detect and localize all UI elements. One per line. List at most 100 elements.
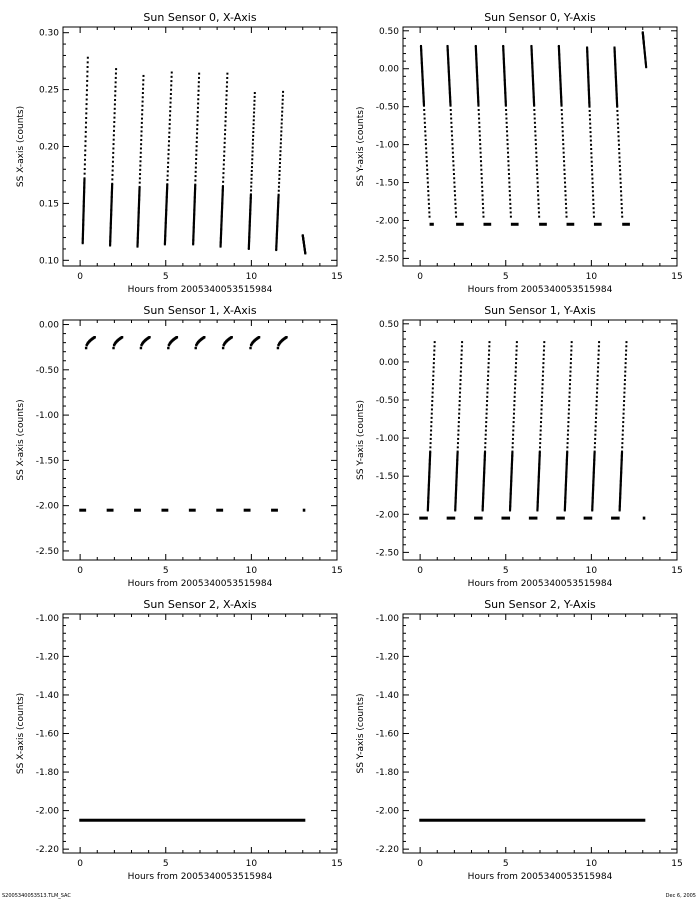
sweep-point <box>114 76 117 79</box>
sweep-point <box>622 404 625 407</box>
sweep-point <box>597 362 600 365</box>
sweep-point <box>508 181 511 184</box>
sweep-point <box>619 181 622 184</box>
sweep-point <box>195 153 198 156</box>
sweep-point <box>139 173 142 176</box>
sweep-point <box>486 383 489 386</box>
floor-trace <box>456 222 464 226</box>
sweep-point <box>167 144 170 147</box>
sweep-point <box>621 429 624 432</box>
data-series <box>419 341 646 520</box>
sweep-point <box>432 357 435 360</box>
sweep-point <box>533 113 536 116</box>
sweep-point <box>452 168 455 171</box>
sweep-point <box>619 177 622 180</box>
sweep-point <box>623 383 626 386</box>
sweep-point <box>479 160 482 163</box>
x-tick-label: 0 <box>77 566 83 576</box>
sweep-dense <box>563 451 569 511</box>
sweep-point <box>140 126 143 129</box>
sweep-point <box>485 404 488 407</box>
sweep-point <box>621 437 624 440</box>
sweep-point <box>535 151 538 154</box>
sweep-point <box>252 123 255 126</box>
sweep-point <box>622 416 625 419</box>
sweep-point <box>84 140 87 143</box>
y-tick-label: -0.50 <box>376 396 400 406</box>
sweep-point <box>226 81 229 84</box>
x-axis-label: Hours from 2005340053515984 <box>128 579 273 589</box>
sweep-point <box>591 169 594 172</box>
sweep-point <box>506 130 509 133</box>
sweep-point <box>568 404 571 407</box>
sweep-point <box>486 400 489 403</box>
sweep-point <box>624 362 627 365</box>
sweep-point <box>595 404 598 407</box>
x-axis-label: Hours from 2005340053515984 <box>128 872 273 882</box>
sweep-point <box>425 147 428 150</box>
sweep-point <box>281 98 284 101</box>
sweep-point <box>113 116 116 119</box>
y-tick-label: -1.60 <box>36 730 60 740</box>
sweep-point <box>515 349 518 352</box>
sweep-point <box>595 400 598 403</box>
y-tick-label: -1.50 <box>376 472 400 482</box>
sweep-point <box>564 198 567 201</box>
data-series <box>79 336 306 512</box>
y-tick-label: -2.50 <box>376 548 400 558</box>
sweep-point <box>141 109 144 112</box>
sweep-point <box>569 374 572 377</box>
sweep-point <box>277 185 280 188</box>
data-series <box>419 31 648 226</box>
y-axis-label: SS Y-axis (counts) <box>356 107 366 187</box>
sweep-point <box>621 215 624 218</box>
sweep-point <box>561 134 564 137</box>
sweep-point <box>563 160 566 163</box>
sweep-point <box>166 174 169 177</box>
sweep-point <box>484 429 487 432</box>
sweep-point <box>112 156 115 159</box>
x-tick-label: 15 <box>331 272 342 282</box>
sweep-point <box>427 194 430 197</box>
y-tick-label: -0.50 <box>36 366 60 376</box>
sweep-point <box>423 121 426 124</box>
sweep-point <box>197 89 200 92</box>
sweep-point <box>505 113 508 116</box>
sweep-point <box>561 117 564 120</box>
sweep-point <box>427 190 430 193</box>
plot-frame <box>402 319 678 561</box>
sweep-point <box>542 353 545 356</box>
sweep-point <box>594 425 597 428</box>
chart-title: Sun Sensor 2, Y-Axis <box>484 598 596 611</box>
sweep-point <box>222 180 225 183</box>
sweep-point <box>513 408 516 411</box>
sweep-point <box>485 421 488 424</box>
x-tick-label: 15 <box>331 566 342 576</box>
sweep-point <box>194 162 197 165</box>
sweep-point <box>513 395 516 398</box>
chart-panel-0: Sun Sensor 0, X-Axis 0 5 10 15 Hours from 200… <box>16 11 343 295</box>
sweep-point <box>507 160 510 163</box>
sweep-point <box>452 164 455 167</box>
sweep-point <box>563 168 566 171</box>
sweep-point <box>540 412 543 415</box>
sweep-point <box>568 387 571 390</box>
sweep-point <box>170 80 173 83</box>
floor-trace <box>106 508 114 512</box>
sweep-point <box>250 173 253 176</box>
sweep-point <box>480 164 483 167</box>
sweep-point <box>278 166 281 169</box>
sweep-point <box>281 106 284 109</box>
sweep-point <box>251 154 254 157</box>
sweep-point <box>450 121 453 124</box>
sweep-point <box>170 75 173 78</box>
arc-point <box>222 343 225 347</box>
sweep-point <box>456 442 459 445</box>
y-tick-label: -1.00 <box>376 434 400 444</box>
arc-point <box>257 336 261 339</box>
sweep-point <box>250 185 253 188</box>
sweep-point <box>542 362 545 365</box>
sweep-point <box>196 106 199 109</box>
plot-frame <box>62 26 338 267</box>
sweep-point <box>488 341 491 344</box>
